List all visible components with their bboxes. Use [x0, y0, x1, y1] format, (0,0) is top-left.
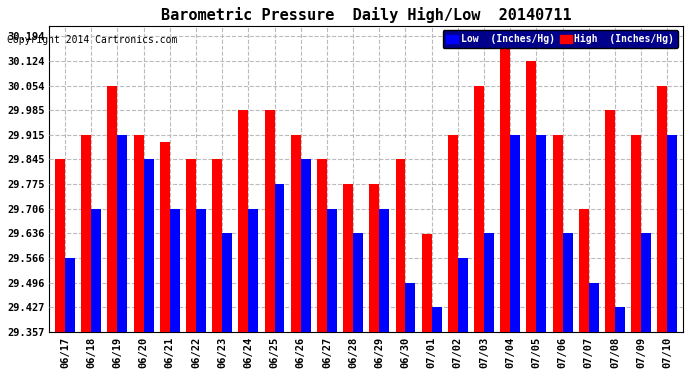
Title: Barometric Pressure  Daily High/Low  20140711: Barometric Pressure Daily High/Low 20140… [161, 7, 571, 23]
Bar [406, 283, 415, 332]
Bar [238, 110, 248, 332]
Bar [369, 184, 380, 332]
Bar [301, 159, 310, 332]
Bar [448, 135, 458, 332]
Bar [290, 135, 301, 332]
Bar [641, 233, 651, 332]
Bar [81, 135, 91, 332]
Bar [275, 184, 284, 332]
Bar [160, 142, 170, 332]
Bar [248, 209, 258, 332]
Bar [186, 159, 196, 332]
Bar [343, 184, 353, 332]
Bar [108, 86, 117, 332]
Bar [222, 233, 232, 332]
Bar [579, 209, 589, 332]
Bar [353, 233, 363, 332]
Legend: Low  (Inches/Hg), High  (Inches/Hg): Low (Inches/Hg), High (Inches/Hg) [442, 30, 678, 48]
Bar [526, 61, 536, 332]
Bar [500, 36, 510, 332]
Bar [510, 135, 520, 332]
Bar [144, 159, 154, 332]
Bar [327, 209, 337, 332]
Bar [264, 110, 275, 332]
Bar [432, 307, 442, 332]
Bar [658, 86, 667, 332]
Bar [589, 283, 599, 332]
Bar [317, 159, 327, 332]
Bar [562, 233, 573, 332]
Bar [196, 209, 206, 332]
Bar [65, 258, 75, 332]
Bar [474, 86, 484, 332]
Bar [395, 159, 406, 332]
Bar [536, 135, 546, 332]
Bar [667, 135, 678, 332]
Bar [134, 135, 144, 332]
Bar [484, 233, 494, 332]
Bar [631, 135, 641, 332]
Bar [553, 135, 562, 332]
Bar [91, 209, 101, 332]
Bar [117, 135, 128, 332]
Text: Copyright 2014 Cartronics.com: Copyright 2014 Cartronics.com [7, 35, 177, 45]
Bar [55, 159, 65, 332]
Bar [605, 110, 615, 332]
Bar [380, 209, 389, 332]
Bar [170, 209, 179, 332]
Bar [213, 159, 222, 332]
Bar [615, 307, 625, 332]
Bar [422, 234, 432, 332]
Bar [458, 258, 468, 332]
